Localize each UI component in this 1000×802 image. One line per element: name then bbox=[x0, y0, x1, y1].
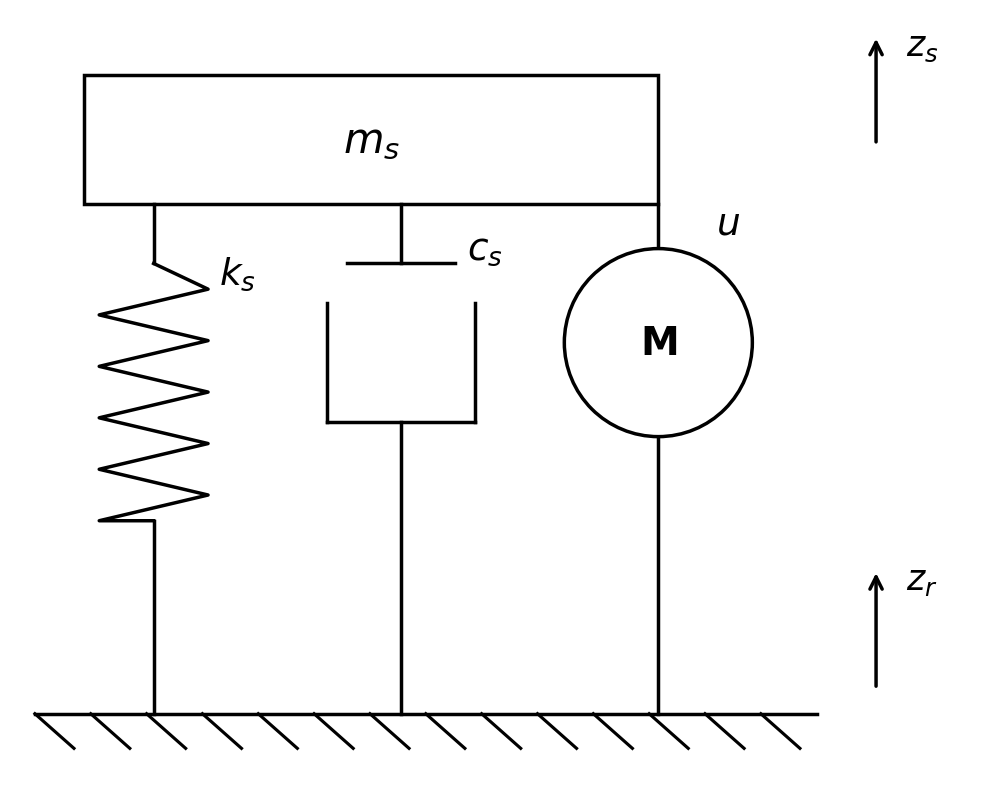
Circle shape bbox=[564, 249, 752, 437]
Text: $c_s$: $c_s$ bbox=[467, 231, 503, 267]
Text: $k_s$: $k_s$ bbox=[219, 255, 256, 293]
Text: $\mathbf{M}$: $\mathbf{M}$ bbox=[640, 324, 677, 363]
Text: $m_s$: $m_s$ bbox=[343, 119, 400, 161]
Text: $z_s$: $z_s$ bbox=[906, 30, 938, 63]
Text: $z_r$: $z_r$ bbox=[906, 564, 937, 597]
Text: $u$: $u$ bbox=[716, 207, 740, 242]
Bar bbox=[84, 76, 658, 205]
